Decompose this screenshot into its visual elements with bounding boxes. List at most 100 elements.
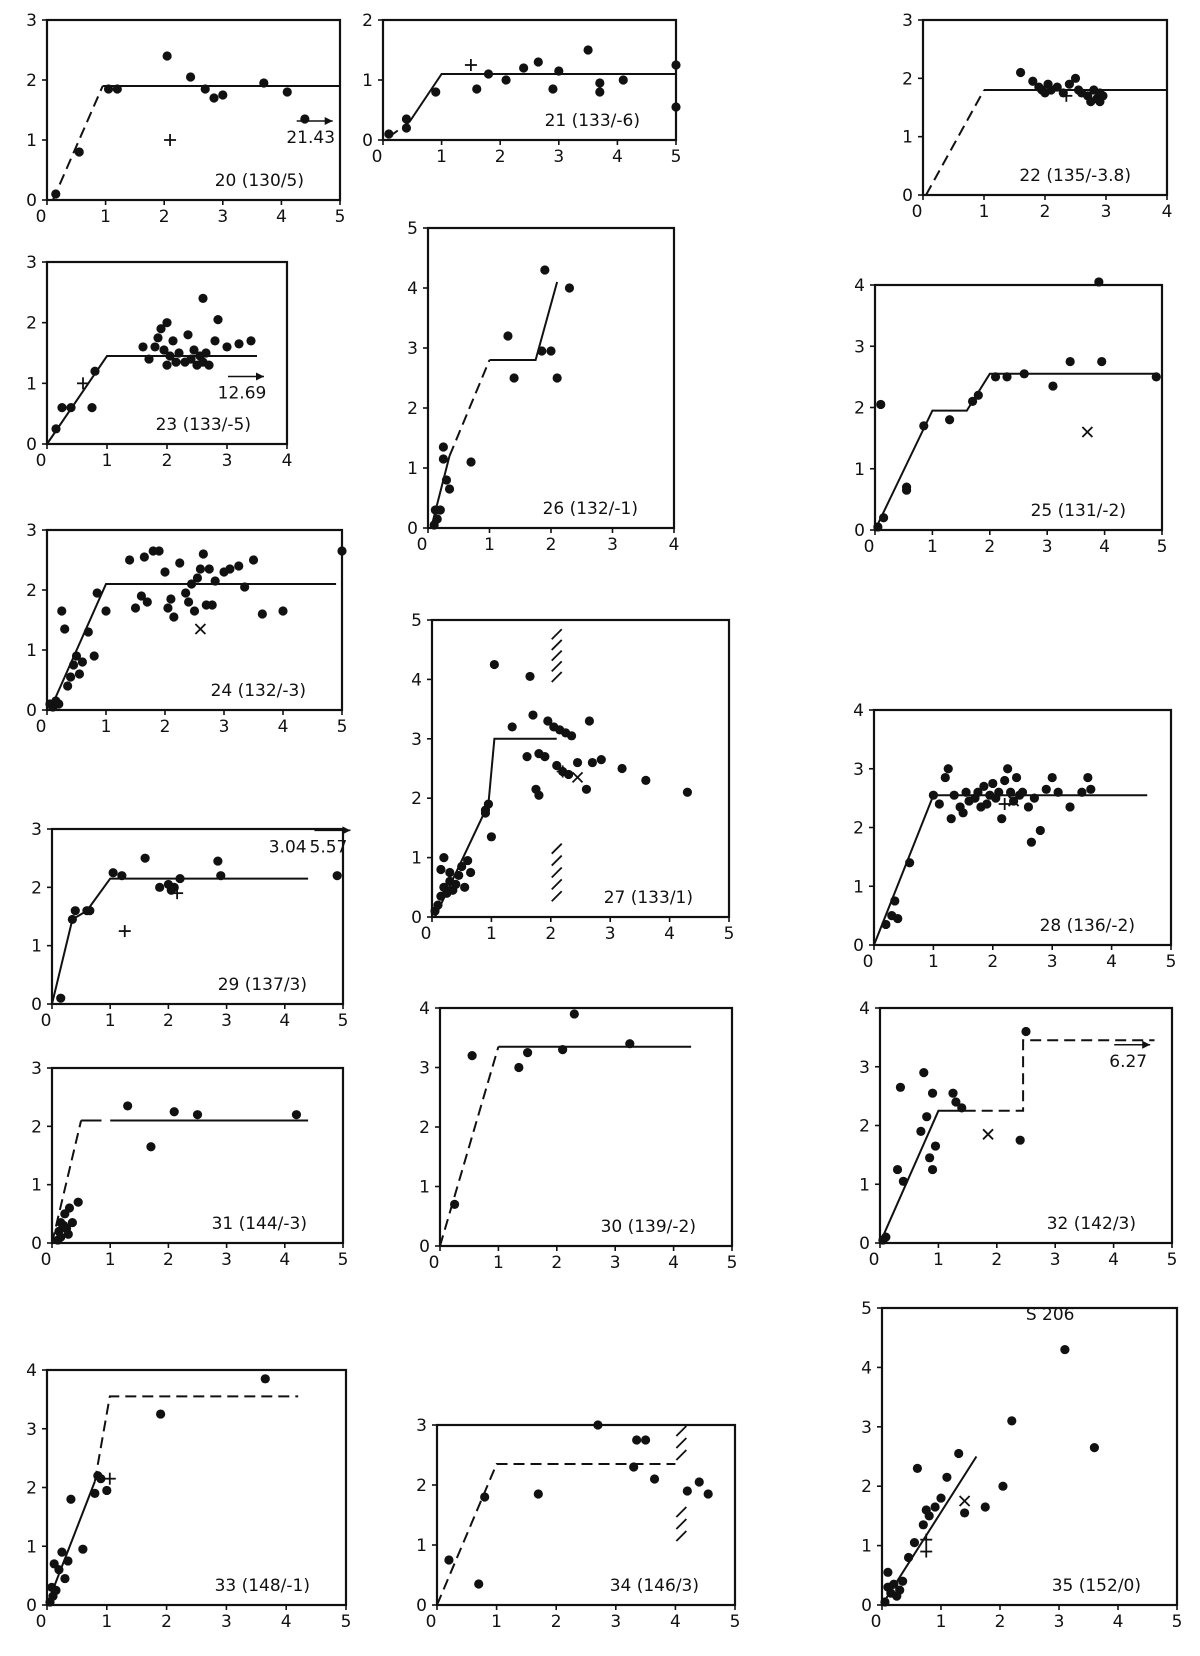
x-tick-label: 4 <box>281 1612 292 1632</box>
data-point <box>948 1088 958 1098</box>
x-tick-label: 3 <box>222 451 233 471</box>
hatch-mark <box>551 843 563 902</box>
x-tick-label: 0 <box>36 207 47 227</box>
data-point <box>171 357 181 367</box>
data-point <box>569 1009 579 1019</box>
data-point <box>67 1217 77 1228</box>
data-point <box>63 681 73 691</box>
data-point <box>189 606 200 616</box>
hatch-stroke <box>551 854 563 867</box>
x-tick-label: 2 <box>546 535 557 555</box>
data-point <box>186 579 197 589</box>
y-tick-label: 1 <box>859 1175 870 1195</box>
plot-frame <box>430 618 731 919</box>
data-point <box>548 84 558 94</box>
data-point <box>441 475 452 485</box>
data-point <box>438 454 448 464</box>
x-tick-label: 5 <box>671 147 682 167</box>
data-point <box>450 1199 460 1209</box>
data-point <box>566 731 577 741</box>
data-point <box>979 781 989 791</box>
x-tick-label: 4 <box>1106 952 1117 972</box>
data-point <box>444 484 455 494</box>
data-point <box>876 399 886 410</box>
plus-marker <box>164 134 177 146</box>
data-point <box>1017 787 1028 797</box>
x-tick-label: 2 <box>984 537 995 557</box>
data-point <box>1041 784 1051 794</box>
fit-line-dashed <box>51 85 104 201</box>
data-point <box>146 1142 156 1152</box>
x-tick-label: 2 <box>991 1250 1002 1270</box>
data-point <box>108 868 118 878</box>
data-point <box>934 799 944 809</box>
data-point <box>961 787 971 797</box>
panel-10: 0 1 2 3 4 5 0 1 2 3 3.04 5.57 29 (137/3) <box>31 820 351 1031</box>
data-point <box>649 1474 660 1484</box>
x-tick-label: 5 <box>341 1612 352 1632</box>
data-point <box>537 346 547 356</box>
data-point <box>175 558 185 568</box>
x-tick-label: 2 <box>1040 202 1051 222</box>
data-point <box>92 588 102 598</box>
data-point <box>483 69 494 79</box>
x-tick-label: 2 <box>551 1612 562 1632</box>
y-tick-label: 3 <box>902 11 913 31</box>
arrow-head <box>324 117 333 125</box>
y-tick-label: 2 <box>31 1117 42 1137</box>
data-point <box>260 1374 270 1384</box>
x-tick-label: 4 <box>278 717 289 737</box>
hatch-mark <box>675 1506 687 1542</box>
data-point <box>87 403 97 413</box>
fit-line-dashed <box>448 359 491 457</box>
y-tick-label: 5 <box>411 611 422 631</box>
annotation-text: 6.27 <box>1109 1052 1147 1072</box>
hatch-stroke <box>551 866 563 879</box>
x-tick-label: 1 <box>936 1612 947 1632</box>
x-tick-label: 2 <box>163 1250 174 1270</box>
plus-marker <box>103 1472 116 1485</box>
data-point <box>682 787 693 797</box>
y-tick-label: 3 <box>854 337 865 357</box>
data-point <box>90 1488 100 1498</box>
plot-frame <box>880 1306 1179 1607</box>
data-point <box>1021 1026 1031 1037</box>
data-point <box>892 1164 903 1175</box>
plot-frame <box>45 528 344 712</box>
data-point <box>895 1585 905 1595</box>
x-tick-label: 5 <box>1157 537 1168 557</box>
x-tick-label: 3 <box>1050 1250 1061 1270</box>
x-tick-label: 3 <box>217 207 228 227</box>
y-tick-label: 3 <box>853 760 864 780</box>
data-point <box>629 1462 639 1472</box>
y-tick-label: 3 <box>26 1420 37 1440</box>
y-tick-label: 2 <box>362 11 373 31</box>
fit-line-solid <box>879 1109 965 1244</box>
y-tick-label: 1 <box>26 1537 37 1557</box>
data-point <box>67 914 77 925</box>
cross-marker <box>982 1128 994 1140</box>
y-tick-label: 2 <box>26 1479 37 1499</box>
plus-marker <box>118 925 131 938</box>
x-tick-label: 2 <box>495 147 506 167</box>
cross-marker <box>571 771 584 784</box>
data-point <box>942 1472 952 1482</box>
panel-8: 0 1 2 3 4 5 0 1 2 3 4 5 27 (133/1) <box>411 611 734 944</box>
panel-label: 23 (133/-5) <box>156 415 251 435</box>
data-point <box>1094 277 1104 287</box>
data-point <box>901 485 912 495</box>
data-point <box>85 906 95 916</box>
panel-1: 0 1 2 3 4 5 0 1 2 3 21.43 20 (130/5) <box>26 11 345 227</box>
data-point <box>994 787 1004 797</box>
panel-label: 26 (132/-1) <box>543 499 638 519</box>
data-point <box>595 87 605 97</box>
x-tick-label: 0 <box>41 1250 52 1270</box>
data-point <box>198 549 208 559</box>
data-point <box>175 873 185 884</box>
y-tick-label: 3 <box>411 730 422 750</box>
data-point <box>169 1107 179 1117</box>
data-point <box>703 1489 713 1499</box>
data-point <box>967 396 978 406</box>
cross-b <box>194 623 207 635</box>
